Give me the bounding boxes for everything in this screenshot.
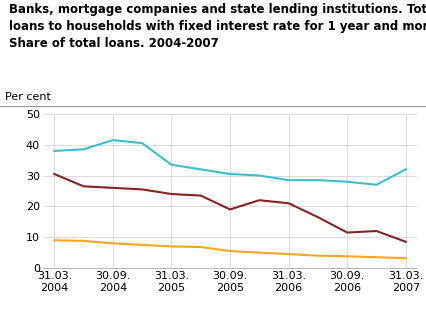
Text: Per cent: Per cent (5, 91, 51, 102)
State lending institutions (257, 174, 262, 178)
State lending institutions (227, 172, 233, 176)
State lending institutions (52, 149, 57, 153)
Line: Mortgage companies: Mortgage companies (55, 174, 406, 242)
Mortgage companies (286, 201, 291, 205)
State lending institutions (198, 168, 203, 172)
Banks (198, 245, 203, 249)
Banks (227, 249, 233, 253)
Banks (257, 251, 262, 255)
Mortgage companies (227, 207, 233, 211)
Mortgage companies (403, 240, 409, 244)
Mortgage companies (140, 187, 145, 191)
Mortgage companies (52, 172, 57, 176)
Banks (286, 252, 291, 256)
State lending institutions (403, 168, 409, 172)
State lending institutions (110, 138, 115, 142)
Banks (345, 254, 350, 258)
Banks (374, 255, 379, 259)
Banks (81, 239, 86, 243)
Legend: State lending institutions, Mortgage companies, Banks: State lending institutions, Mortgage com… (27, 332, 426, 335)
Line: Banks: Banks (55, 240, 406, 258)
State lending institutions (374, 183, 379, 187)
Mortgage companies (110, 186, 115, 190)
Line: State lending institutions: State lending institutions (55, 140, 406, 185)
State lending institutions (81, 147, 86, 151)
Banks (52, 238, 57, 242)
Mortgage companies (315, 215, 320, 219)
State lending institutions (345, 180, 350, 184)
State lending institutions (315, 178, 320, 182)
Mortgage companies (198, 194, 203, 198)
State lending institutions (169, 163, 174, 167)
Mortgage companies (374, 229, 379, 233)
Banks (315, 254, 320, 258)
State lending institutions (140, 141, 145, 145)
Banks (403, 256, 409, 260)
Mortgage companies (257, 198, 262, 202)
Banks (169, 245, 174, 249)
Mortgage companies (169, 192, 174, 196)
Mortgage companies (345, 230, 350, 234)
Banks (110, 241, 115, 245)
Banks (140, 243, 145, 247)
Mortgage companies (81, 184, 86, 188)
Text: Banks, mortgage companies and state lending institutions. Total
loans to househo: Banks, mortgage companies and state lend… (9, 3, 426, 50)
State lending institutions (286, 178, 291, 182)
